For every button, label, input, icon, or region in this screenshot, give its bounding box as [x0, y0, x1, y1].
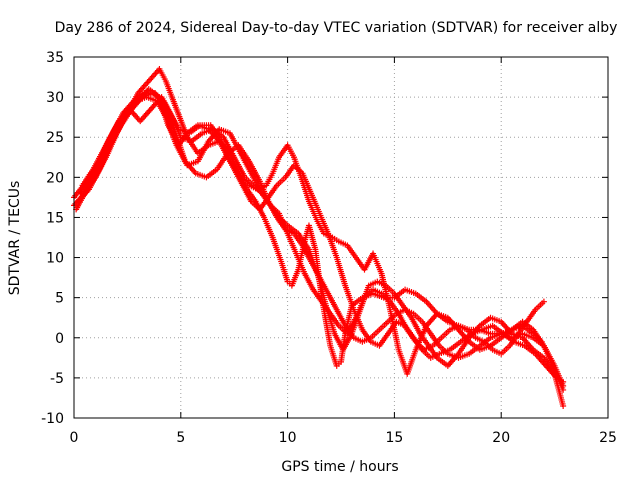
data-points [71, 66, 567, 409]
series-track-4 [77, 90, 545, 361]
y-tick-label: -10 [41, 411, 64, 427]
series-track-2 [71, 86, 567, 389]
series-track-3 [75, 90, 567, 409]
y-tick-label: 25 [46, 130, 64, 146]
axes: 0 5 10 15 20 25 -10 -5 0 5 10 15 20 25 30 35 [41, 50, 617, 446]
x-tick-label: 10 [279, 430, 297, 446]
x-axis-label: GPS time / hours [281, 459, 398, 475]
data-point [560, 378, 567, 385]
data-point [560, 402, 567, 409]
data-point [540, 298, 547, 305]
data-point [538, 338, 545, 345]
y-tick-label: 0 [55, 331, 64, 347]
x-tick-label: 0 [70, 430, 79, 446]
x-tick-label: 15 [385, 430, 403, 446]
y-tick-label: 10 [46, 251, 64, 267]
plot-frame [73, 56, 609, 419]
x-tick-label: 25 [599, 430, 617, 446]
x-tick-label: 5 [176, 430, 185, 446]
x-tick-label: 20 [492, 430, 510, 446]
y-axis-label: SDTVAR / TECUs [7, 181, 23, 296]
series-track-5 [73, 94, 567, 385]
y-tick-label: 35 [46, 50, 64, 66]
series-track-6 [79, 94, 547, 357]
y-tick-label: 20 [46, 170, 64, 186]
chart-title: Day 286 of 2024, Sidereal Day-to-day VTE… [55, 20, 618, 36]
y-tick-label: 5 [55, 291, 64, 307]
y-tick-label: -5 [50, 371, 64, 387]
y-tick-label: 30 [46, 90, 64, 106]
y-tick-label: 15 [46, 210, 64, 226]
